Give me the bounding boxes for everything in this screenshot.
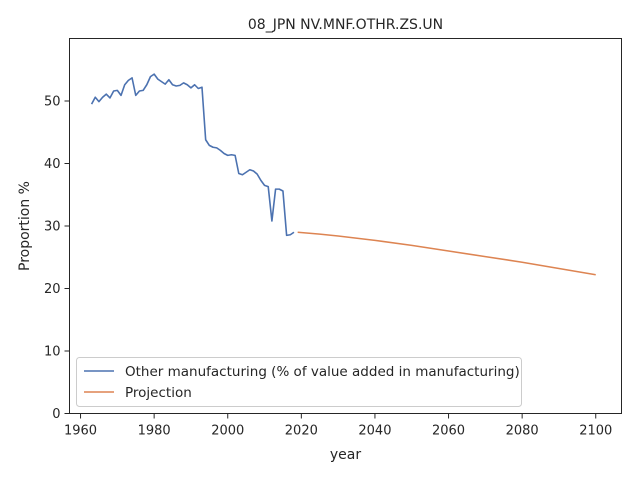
x-tick-label: 2080 (506, 424, 539, 439)
y-axis: 0 10 20 30 40 50 (44, 95, 70, 422)
x-tick-label: 1960 (64, 424, 97, 439)
y-tick-label: 0 (52, 407, 60, 422)
x-tick-label: 2100 (579, 424, 612, 439)
x-axis-label: year (330, 447, 361, 463)
y-tick-label: 20 (44, 282, 61, 297)
chart-title: 08_JPN NV.MNF.OTHR.ZS.UN (248, 17, 443, 33)
legend-label-projection: Projection (125, 385, 192, 401)
x-tick-label: 2020 (285, 424, 318, 439)
plot-area (90, 73, 596, 276)
x-tick-label: 2000 (211, 424, 244, 439)
x-tick-label: 2040 (358, 424, 391, 439)
y-tick-label: 10 (44, 345, 61, 360)
y-axis-label: Proportion % (17, 181, 33, 271)
x-tick-label: 1980 (138, 424, 171, 439)
series-line-projection (297, 231, 596, 276)
y-tick-label: 50 (44, 95, 61, 110)
series-line-other-manufacturing (90, 73, 295, 237)
x-tick-label: 2060 (432, 424, 465, 439)
x-axis: 1960 1980 2000 2020 2040 2060 2080 2100 (64, 413, 612, 439)
legend-label-other-manufacturing: Other manufacturing (% of value added in… (125, 364, 520, 380)
y-tick-label: 40 (44, 157, 61, 172)
legend-box (76, 357, 522, 407)
y-tick-label: 30 (44, 220, 61, 235)
legend: Other manufacturing (% of value added in… (76, 357, 522, 407)
